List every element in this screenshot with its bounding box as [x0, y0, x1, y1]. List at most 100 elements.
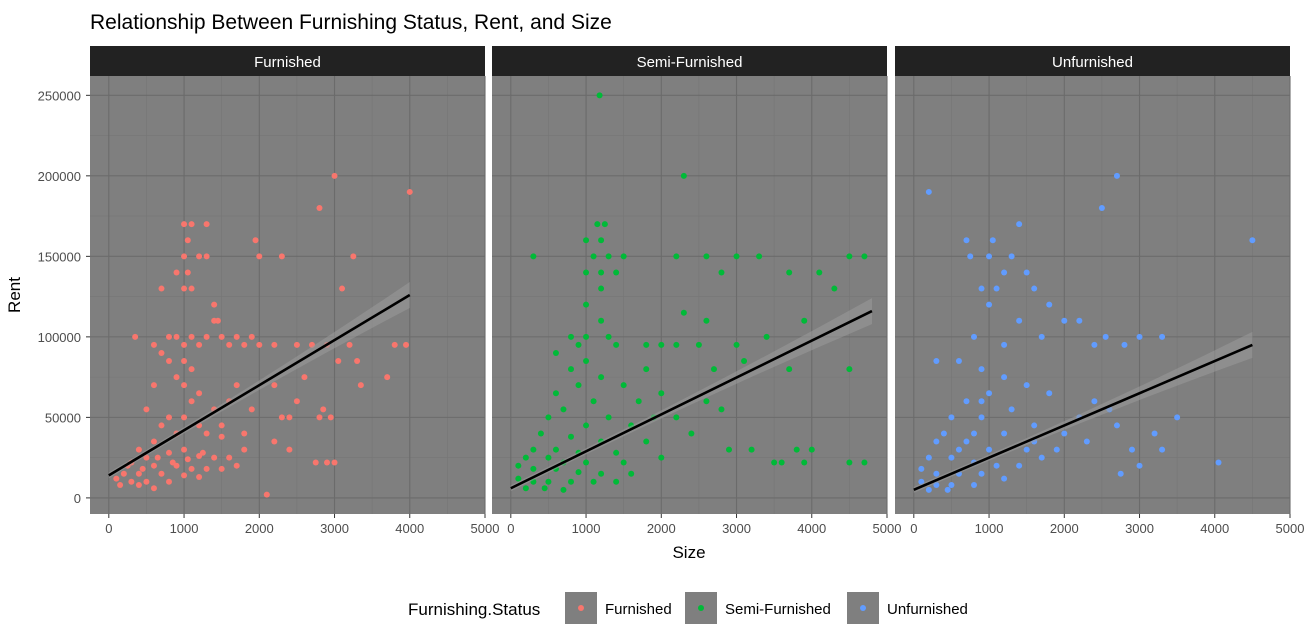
data-point [545, 454, 552, 461]
data-point [196, 341, 203, 348]
data-point [925, 454, 932, 461]
data-point [1046, 390, 1053, 397]
data-point [963, 398, 970, 405]
data-point [188, 285, 195, 292]
data-point [188, 221, 195, 228]
data-point [583, 237, 590, 244]
data-point [545, 414, 552, 421]
facet-strip-label: Unfurnished [1052, 54, 1133, 71]
data-point [948, 482, 955, 489]
data-point [955, 358, 962, 365]
data-point [181, 446, 188, 453]
data-point [963, 237, 970, 244]
data-point [196, 253, 203, 260]
data-point [978, 285, 985, 292]
data-point [1053, 446, 1060, 453]
data-point [384, 374, 391, 381]
data-point [545, 478, 552, 485]
data-point [166, 478, 172, 485]
data-point [1008, 253, 1015, 260]
data-point [1001, 430, 1008, 437]
data-point [150, 462, 157, 469]
data-point [241, 430, 248, 437]
data-point [181, 358, 188, 365]
data-point [320, 406, 327, 413]
data-point [196, 473, 203, 480]
data-point [1083, 438, 1090, 445]
data-point [135, 446, 142, 453]
data-point [583, 358, 590, 365]
data-point [158, 470, 165, 477]
facet-panel-semi-furnished: Semi-Furnished 0 1000 2000 3000 4000 5000 [492, 46, 901, 536]
data-point [741, 358, 748, 365]
data-point [1113, 172, 1120, 179]
data-point [256, 253, 263, 260]
data-point [605, 333, 612, 340]
data-point [233, 382, 240, 389]
data-point [331, 172, 338, 179]
data-point [948, 414, 955, 421]
data-point [135, 470, 142, 477]
data-point [605, 253, 612, 260]
data-point [1113, 422, 1120, 429]
data-point [963, 438, 970, 445]
data-point [786, 269, 793, 276]
data-point [181, 472, 188, 479]
data-point [350, 253, 357, 260]
data-point [354, 358, 361, 365]
data-point [218, 465, 225, 472]
data-point [199, 449, 206, 456]
data-point [357, 382, 364, 389]
data-point [117, 482, 124, 489]
data-point [184, 456, 191, 463]
data-point [583, 459, 590, 466]
data-point [211, 454, 218, 461]
data-point [778, 459, 785, 466]
data-point [150, 438, 157, 445]
data-point [391, 341, 398, 348]
legend-key-point [698, 605, 704, 611]
legend-title: Furnishing.Status [408, 600, 540, 619]
data-point [590, 478, 597, 485]
data-point [986, 253, 993, 260]
data-point [1016, 317, 1023, 324]
data-point [530, 446, 537, 453]
legend-key-point [860, 605, 866, 611]
x-tick-label: 2000 [245, 521, 274, 536]
data-point [1001, 269, 1008, 276]
data-point [658, 454, 665, 461]
data-point [1136, 333, 1143, 340]
data-point [1159, 446, 1166, 453]
data-point [293, 398, 300, 405]
data-point [218, 422, 225, 429]
data-point [575, 341, 582, 348]
facet-strip-label: Semi-Furnished [637, 54, 743, 71]
data-point [925, 486, 932, 493]
x-tick-label: 5000 [471, 521, 500, 536]
data-point [552, 349, 559, 356]
data-point [166, 449, 172, 456]
data-point [1102, 333, 1109, 340]
x-tick-label: 4000 [395, 521, 424, 536]
data-point [940, 430, 947, 437]
panel-background [895, 76, 1290, 514]
data-point [944, 486, 951, 493]
data-point [203, 221, 210, 228]
data-point [241, 341, 248, 348]
data-point [718, 406, 725, 413]
data-point [1001, 374, 1008, 381]
data-point [1151, 430, 1158, 437]
data-point [1023, 446, 1030, 453]
data-point [1076, 317, 1083, 324]
data-point [552, 390, 559, 397]
data-point [726, 446, 732, 453]
data-point [188, 398, 195, 405]
data-point [801, 459, 808, 466]
data-point [515, 462, 522, 469]
data-point [331, 459, 338, 466]
x-tick-label: 2000 [1050, 521, 1079, 536]
data-point [286, 414, 293, 421]
data-point [324, 459, 330, 466]
scatter-points [113, 172, 413, 498]
